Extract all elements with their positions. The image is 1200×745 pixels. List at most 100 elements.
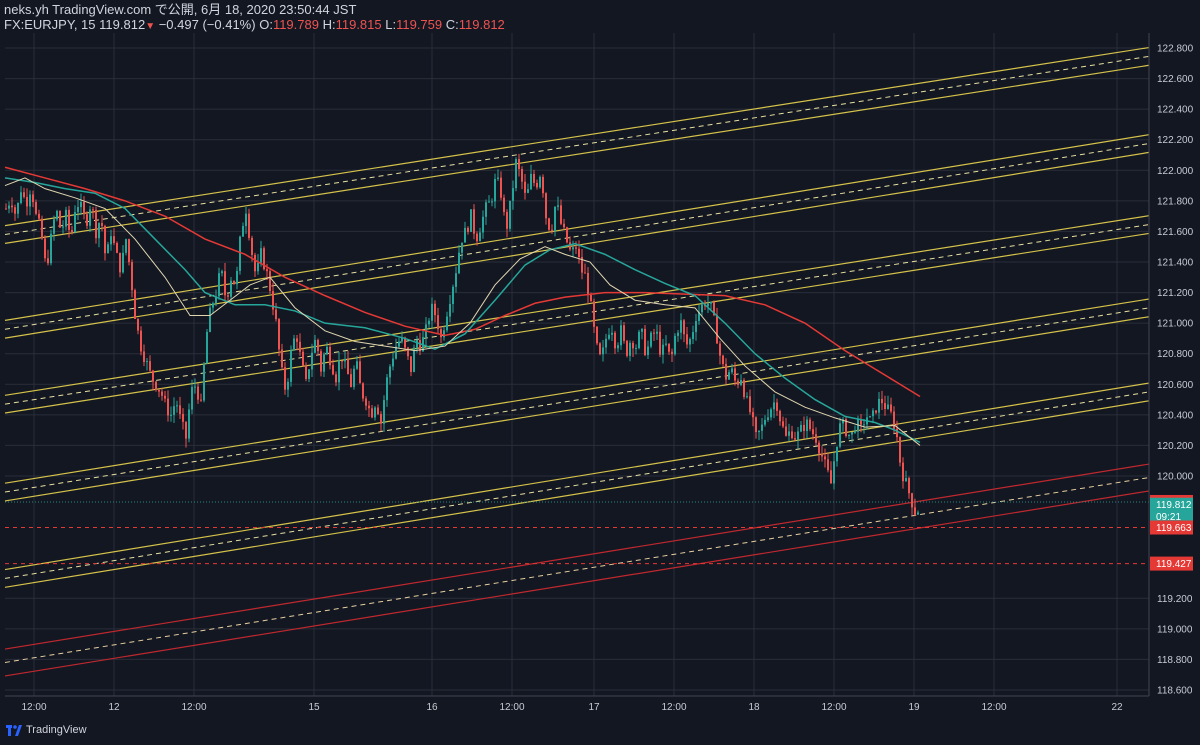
candle (869, 415, 871, 418)
low-label: L: (385, 17, 397, 32)
price-tick-label: 118.600 (1157, 686, 1193, 697)
candle (194, 378, 196, 394)
candle (614, 330, 616, 355)
candle-body (749, 396, 751, 413)
candle (392, 352, 394, 371)
candle-body (362, 383, 364, 399)
candle (224, 263, 226, 301)
candle (248, 208, 250, 241)
candle (176, 400, 178, 413)
candle (854, 425, 856, 434)
candle-body (530, 173, 532, 190)
price-label-text: 119.663 (1156, 523, 1192, 534)
candle-body (11, 205, 13, 208)
candle-body (818, 442, 820, 454)
candle-body (860, 418, 862, 425)
candle (203, 361, 205, 403)
candle (887, 395, 889, 410)
candle (680, 313, 682, 340)
candle-body (17, 202, 19, 214)
candle-body (473, 209, 475, 234)
candle-body (650, 332, 652, 347)
candle (884, 395, 886, 416)
candle (284, 362, 286, 395)
candle (800, 420, 802, 433)
candle-body (689, 339, 691, 345)
candle-body (98, 223, 100, 239)
price-tick-label: 121.200 (1157, 288, 1194, 299)
candle (26, 188, 28, 216)
candle (116, 241, 118, 254)
candle (146, 358, 148, 371)
candle-body (656, 331, 658, 334)
candle (59, 210, 61, 228)
symbol-label[interactable]: FX:EURJPY, 15 (4, 17, 96, 32)
candle-body (128, 239, 130, 263)
candle (449, 295, 451, 323)
candle (110, 229, 112, 251)
candle-body (116, 242, 118, 253)
candle-body (395, 346, 397, 359)
candle-body (692, 332, 694, 340)
candle (173, 397, 175, 423)
candle (293, 334, 295, 352)
candle-body (821, 453, 823, 457)
price-tick-label: 120.600 (1157, 380, 1194, 391)
candle (209, 302, 211, 333)
candle (626, 339, 628, 358)
candle (341, 360, 343, 370)
candle-body (182, 413, 184, 422)
channel-lower-line (4, 400, 1150, 588)
candle (530, 164, 532, 191)
candle (656, 324, 658, 341)
time-axis: 12:00 12 12:00 15 16 12:00 17 12:00 18 12:00 19 12:… (5, 695, 1149, 713)
candle (416, 335, 418, 353)
candle-body (587, 272, 589, 296)
candle (914, 498, 916, 517)
candle-body (623, 325, 625, 341)
candle (260, 240, 262, 267)
channel-upper-line (4, 382, 1150, 571)
candle-body (854, 431, 856, 433)
candle-body (701, 304, 703, 313)
grid (5, 33, 1149, 696)
candle-body (188, 409, 190, 439)
candle (431, 297, 433, 329)
yellow-channel-lower (4, 298, 1150, 502)
candle-body (68, 209, 70, 230)
candle (368, 400, 370, 417)
candle (104, 224, 106, 261)
candle (182, 408, 184, 430)
candle (131, 259, 133, 298)
candle (20, 186, 22, 205)
candle-body (572, 247, 574, 250)
candle (545, 192, 547, 225)
candle (242, 222, 244, 237)
candle-body (710, 301, 712, 304)
time-tick-label: 22 (1111, 702, 1123, 713)
candle-body (458, 252, 460, 274)
candle-body (434, 303, 436, 316)
candle-body (14, 207, 16, 214)
candle-body (911, 493, 913, 508)
candle (746, 392, 748, 399)
price-tick-label: 120.000 (1157, 472, 1194, 483)
price-tick-label: 121.800 (1157, 196, 1194, 207)
price-label-bg (1150, 556, 1193, 571)
candle-body (275, 309, 277, 320)
candle (662, 338, 664, 364)
candle (845, 417, 847, 438)
candle (695, 313, 697, 341)
candle-body (389, 366, 391, 378)
candle-body (284, 367, 286, 390)
candle-body (635, 348, 637, 350)
candle (473, 204, 475, 240)
candle (548, 217, 550, 232)
tradingview-logo[interactable]: TradingView (6, 724, 87, 736)
price-tick-label: 121.400 (1157, 258, 1194, 269)
candle (269, 267, 271, 295)
candle-body (863, 424, 865, 426)
candle-body (347, 359, 349, 375)
candle-body (599, 343, 601, 355)
